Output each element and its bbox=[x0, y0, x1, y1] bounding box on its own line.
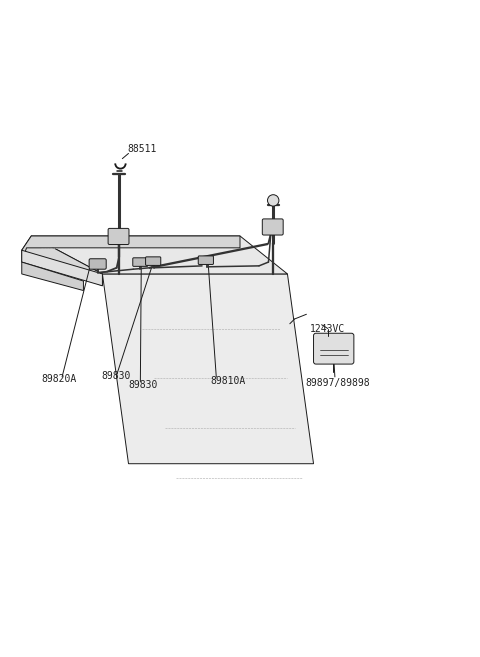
FancyBboxPatch shape bbox=[145, 257, 161, 265]
Circle shape bbox=[267, 194, 279, 206]
Polygon shape bbox=[22, 236, 240, 262]
Text: 89830: 89830 bbox=[129, 380, 158, 390]
FancyBboxPatch shape bbox=[262, 219, 283, 235]
FancyBboxPatch shape bbox=[133, 258, 148, 266]
Text: 89820A: 89820A bbox=[42, 374, 77, 384]
Text: 88511: 88511 bbox=[128, 144, 157, 154]
Polygon shape bbox=[22, 236, 102, 286]
Polygon shape bbox=[31, 236, 288, 274]
FancyBboxPatch shape bbox=[108, 229, 129, 244]
Polygon shape bbox=[22, 262, 84, 290]
Text: 89830: 89830 bbox=[101, 371, 131, 381]
FancyBboxPatch shape bbox=[313, 333, 354, 364]
FancyBboxPatch shape bbox=[89, 259, 106, 269]
Text: 1243VC: 1243VC bbox=[310, 325, 346, 334]
Text: 89810A: 89810A bbox=[211, 376, 246, 386]
Text: 89897/89898: 89897/89898 bbox=[305, 378, 370, 388]
FancyBboxPatch shape bbox=[198, 256, 214, 265]
Polygon shape bbox=[22, 250, 102, 286]
Polygon shape bbox=[102, 274, 313, 464]
